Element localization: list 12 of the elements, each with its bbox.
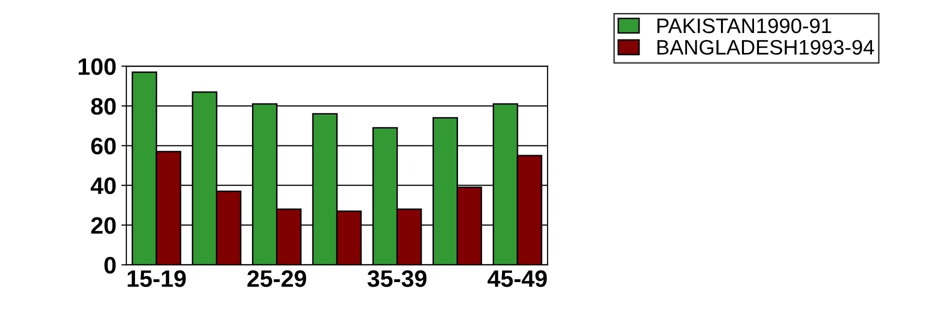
legend-label: BANGLADESH1993-94 (657, 40, 874, 55)
x-tick-label: 15-19 (128, 270, 186, 288)
x-tick-label: 35-39 (367, 270, 426, 288)
y-tick-label: 0 (104, 256, 116, 274)
y-tick-label: 80 (91, 98, 116, 115)
x-tick-label: 25-29 (247, 270, 306, 288)
y-tick-label: 100 (78, 58, 116, 75)
y-tick-label: 20 (91, 217, 116, 234)
legend-label: PAKISTAN1990-91 (657, 18, 832, 34)
x-tick-label: 45-49 (488, 270, 547, 288)
y-tick-label: 60 (91, 138, 116, 154)
y-tick-label: 40 (90, 177, 116, 194)
